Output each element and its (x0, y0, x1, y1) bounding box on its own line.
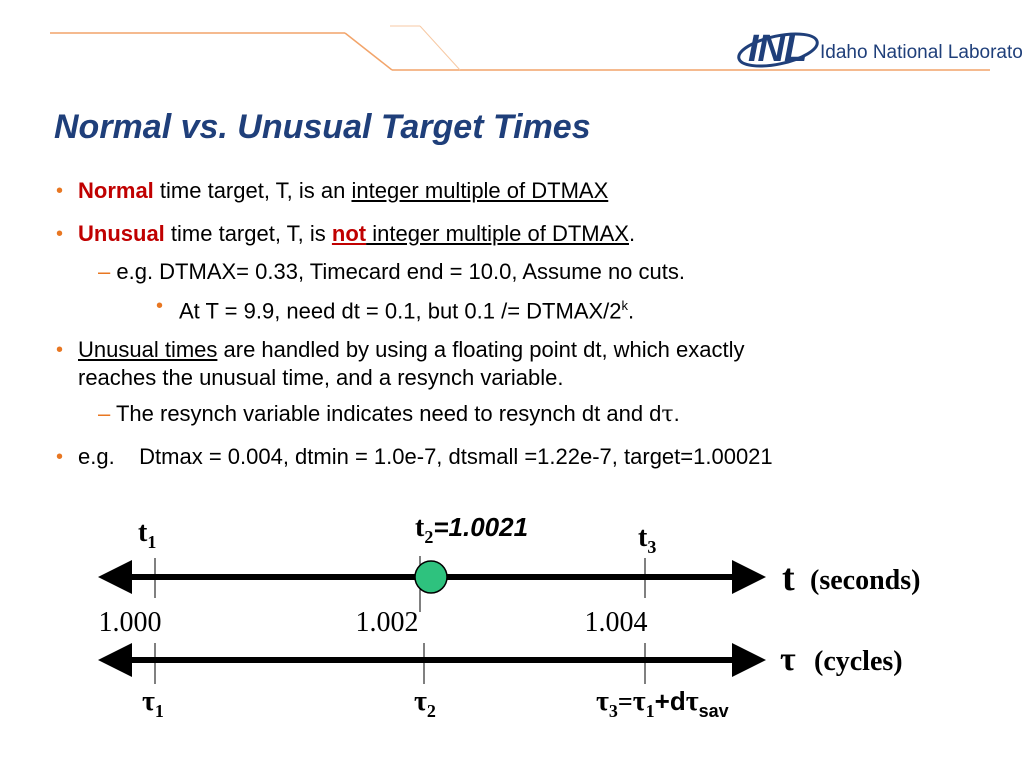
bullet-list: • Normal time target, T, is an integer m… (56, 178, 773, 469)
logo-name: Idaho National Laboratory (820, 42, 1024, 63)
bullet-normal-underline: integer multiple of DTMAX (351, 178, 609, 203)
bullet-unusual: Unusual time target, T, is not integer m… (78, 221, 635, 247)
tau1-label: τ1 (142, 686, 164, 721)
subsub-bullet: At T = 9.9, need dt = 0.1, but 0.1 /= DT… (179, 293, 634, 324)
dash-marker: – (98, 401, 111, 426)
tau-axis-symbol: τ (780, 641, 796, 678)
normal-term: Normal (78, 178, 154, 203)
bullet-normal: Normal time target, T, is an integer mul… (78, 178, 608, 204)
tick-label-3: 1.004 (585, 607, 648, 638)
bullet-marker: • (56, 339, 64, 361)
inl-logo: INL Idaho National Laboratory (736, 22, 1024, 82)
bullet-marker: • (156, 295, 164, 317)
bullet-unusual-times-line2: reaches the unusual time, and a resynch … (78, 365, 564, 390)
unusual-times-term: Unusual times (78, 337, 218, 362)
dash-marker: – (98, 259, 111, 284)
bullet-example-values: e.g. Dtmax = 0.004, dtmin = 1.0e-7, dtsm… (78, 444, 773, 469)
tau-axis-left-arrow (98, 643, 132, 677)
sub-bullet-resynch: – The resynch variable indicates need to… (98, 401, 680, 428)
header-decoration (50, 25, 990, 71)
bullet-unusual-text: time target, T, is (164, 221, 332, 246)
bullet-marker: • (56, 180, 64, 202)
t1-label: t1 (138, 517, 156, 552)
tau-symbol: τ (661, 402, 674, 427)
t-axis-symbol: t (782, 557, 795, 599)
bullet-marker: • (56, 446, 64, 468)
tick-label-2: 1.002 (356, 607, 419, 638)
page-title: Normal vs. Unusual Target Times (54, 108, 591, 146)
logo-mark: INL (748, 28, 807, 70)
bullet-normal-text: time target, T, is an (153, 178, 352, 203)
bullet-unusual-times: Unusual times are handled by using a flo… (78, 337, 745, 363)
tau-axis-unit: (cycles) (814, 646, 903, 677)
tau-axis (98, 643, 766, 677)
tau3-label: τ3=τ1+dτsav (596, 686, 729, 721)
target-marker (414, 560, 448, 594)
bullet-unusual-tail: . (628, 221, 636, 246)
t3-label: t3 (638, 522, 656, 557)
sub-bullet-resynch-text: The resynch variable indicates need to r… (110, 401, 662, 426)
sub-bullet-example: – e.g. DTMAX= 0.33, Timecard end = 10.0,… (98, 259, 685, 285)
t-axis-left-arrow (98, 560, 132, 594)
subsub-bullet-text: At T = 9.9, need dt = 0.1, but 0.1 /= DT… (179, 298, 622, 324)
subsub-sup: k (621, 298, 629, 313)
bullet-unusual-underline: integer multiple of DTMAX (366, 221, 629, 246)
logo-swoosh-icon (737, 32, 819, 68)
sub-bullet-resynch-tail: . (673, 401, 680, 426)
sub-bullet-example-text: e.g. DTMAX= 0.33, Timecard end = 10.0, A… (110, 259, 685, 284)
tau-axis-right-arrow (732, 643, 766, 677)
bullet-unusual-times-text1: are handled by using a floating point dt… (217, 337, 745, 362)
tick-label-1: 1.000 (99, 607, 162, 638)
not-emphasis: not (331, 221, 367, 246)
tau2-label: τ2 (414, 686, 436, 721)
t-axis-right-arrow (732, 560, 766, 594)
subsub-tail: . (628, 298, 635, 324)
t-axis-unit: (seconds) (810, 565, 920, 596)
t2-label: t2=1.0021 (415, 512, 528, 547)
bullet-marker: • (56, 223, 64, 245)
unusual-term: Unusual (78, 221, 165, 246)
